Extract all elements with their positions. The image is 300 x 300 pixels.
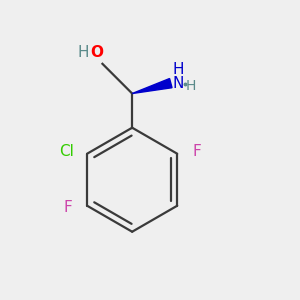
Text: H: H: [185, 79, 196, 92]
Text: H: H: [78, 45, 89, 60]
Text: O: O: [91, 45, 103, 60]
Text: H: H: [172, 62, 184, 77]
Polygon shape: [132, 79, 172, 94]
Text: F: F: [63, 200, 72, 215]
Text: N: N: [172, 76, 184, 91]
Text: F: F: [192, 144, 201, 159]
Text: Cl: Cl: [59, 144, 74, 159]
